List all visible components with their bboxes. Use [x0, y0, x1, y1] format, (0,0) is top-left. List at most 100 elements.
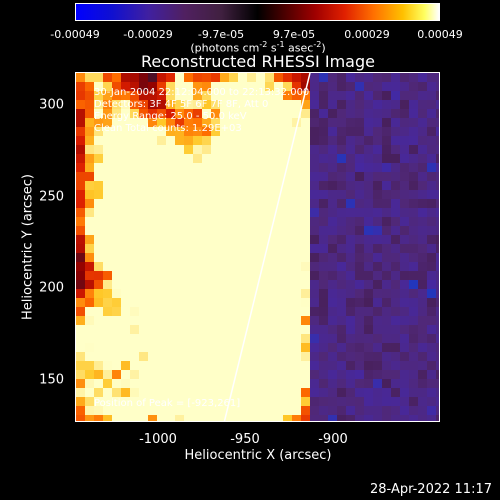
- heatmap-cell: [337, 415, 346, 421]
- heatmap-cell: [355, 370, 364, 379]
- heatmap-cell: [301, 190, 310, 199]
- heatmap-cell: [103, 100, 112, 109]
- heatmap-cell: [391, 415, 400, 421]
- heatmap-cell: [247, 298, 256, 307]
- heatmap-cell: [274, 190, 283, 199]
- heatmap-cell: [364, 172, 373, 181]
- heatmap-cell: [175, 370, 184, 379]
- heatmap-cell: [193, 109, 202, 118]
- heatmap-cell: [400, 127, 409, 136]
- heatmap-cell: [274, 172, 283, 181]
- heatmap-cell: [409, 190, 418, 199]
- heatmap-cell: [391, 307, 400, 316]
- heatmap-cell: [202, 181, 211, 190]
- heatmap-cell: [301, 307, 310, 316]
- heatmap-cell: [256, 262, 265, 271]
- heatmap-cell: [76, 334, 85, 343]
- heatmap-cell: [121, 172, 130, 181]
- heatmap-cell: [382, 334, 391, 343]
- heatmap-cell: [130, 298, 139, 307]
- heatmap-cell: [283, 334, 292, 343]
- heatmap-cell: [130, 235, 139, 244]
- heatmap-cell: [328, 91, 337, 100]
- heatmap-cell: [400, 235, 409, 244]
- heatmap-cell: [418, 325, 427, 334]
- heatmap-cell: [202, 361, 211, 370]
- heatmap-cell: [121, 73, 130, 82]
- heatmap-cell: [184, 73, 193, 82]
- heatmap-cell: [382, 325, 391, 334]
- heatmap-cell: [292, 379, 301, 388]
- heatmap-cell: [229, 82, 238, 91]
- heatmap-cell: [391, 406, 400, 415]
- heatmap-cell: [364, 82, 373, 91]
- heatmap-cell: [337, 190, 346, 199]
- heatmap-cell: [436, 397, 439, 406]
- heatmap-cell: [301, 361, 310, 370]
- heatmap-cell: [265, 100, 274, 109]
- heatmap-cell: [328, 190, 337, 199]
- heatmap-cell: [283, 370, 292, 379]
- heatmap-cell: [346, 136, 355, 145]
- heatmap-cell: [238, 298, 247, 307]
- heatmap-cell: [301, 73, 310, 82]
- heatmap-cell: [436, 82, 439, 91]
- heatmap-cell: [346, 325, 355, 334]
- heatmap-cell: [238, 262, 247, 271]
- heatmap-cell: [148, 154, 157, 163]
- heatmap-cell: [184, 244, 193, 253]
- heatmap-cell: [418, 406, 427, 415]
- heatmap-cell: [211, 325, 220, 334]
- heatmap-cell: [94, 271, 103, 280]
- heatmap-cell: [229, 145, 238, 154]
- heatmap-cell: [121, 109, 130, 118]
- heatmap-cell: [292, 352, 301, 361]
- heatmap-cell: [409, 73, 418, 82]
- heatmap-cell: [373, 118, 382, 127]
- heatmap-cell: [166, 235, 175, 244]
- heatmap-cell: [400, 397, 409, 406]
- heatmap-cell: [427, 262, 436, 271]
- heatmap-cell: [85, 388, 94, 397]
- heatmap-cell: [130, 100, 139, 109]
- heatmap-cell: [238, 145, 247, 154]
- heatmap-cell: [319, 352, 328, 361]
- heatmap-cell: [391, 181, 400, 190]
- heatmap-cell: [436, 217, 439, 226]
- heatmap-cell: [94, 91, 103, 100]
- heatmap-cell: [148, 253, 157, 262]
- heatmap-cell: [166, 271, 175, 280]
- heatmap-cell: [310, 253, 319, 262]
- heatmap-cell: [85, 109, 94, 118]
- heatmap-cell: [247, 361, 256, 370]
- heatmap-cell: [409, 145, 418, 154]
- heatmap-cell: [391, 118, 400, 127]
- heatmap-cell: [355, 181, 364, 190]
- heatmap-cell: [121, 271, 130, 280]
- heatmap-cell: [103, 82, 112, 91]
- heatmap-cell: [310, 379, 319, 388]
- heatmap-cell: [436, 289, 439, 298]
- heatmap-cell: [175, 289, 184, 298]
- heatmap-cell: [220, 280, 229, 289]
- heatmap-cell: [310, 82, 319, 91]
- heatmap-cell: [202, 199, 211, 208]
- heatmap-cell: [436, 271, 439, 280]
- heatmap-cell: [319, 172, 328, 181]
- heatmap-cell: [121, 235, 130, 244]
- heatmap-cell: [220, 163, 229, 172]
- heatmap-cell: [85, 325, 94, 334]
- heatmap-cell: [130, 190, 139, 199]
- heatmap-cell: [247, 82, 256, 91]
- heatmap-cell: [337, 397, 346, 406]
- heatmap-cell: [382, 73, 391, 82]
- heatmap-cell: [319, 82, 328, 91]
- heatmap-cell: [337, 217, 346, 226]
- heatmap-cell: [364, 388, 373, 397]
- heatmap-cell: [148, 172, 157, 181]
- heatmap-cell: [391, 82, 400, 91]
- heatmap-cell: [409, 415, 418, 421]
- colorbar: [75, 3, 440, 21]
- heatmap-cell: [238, 280, 247, 289]
- heatmap-cell: [436, 334, 439, 343]
